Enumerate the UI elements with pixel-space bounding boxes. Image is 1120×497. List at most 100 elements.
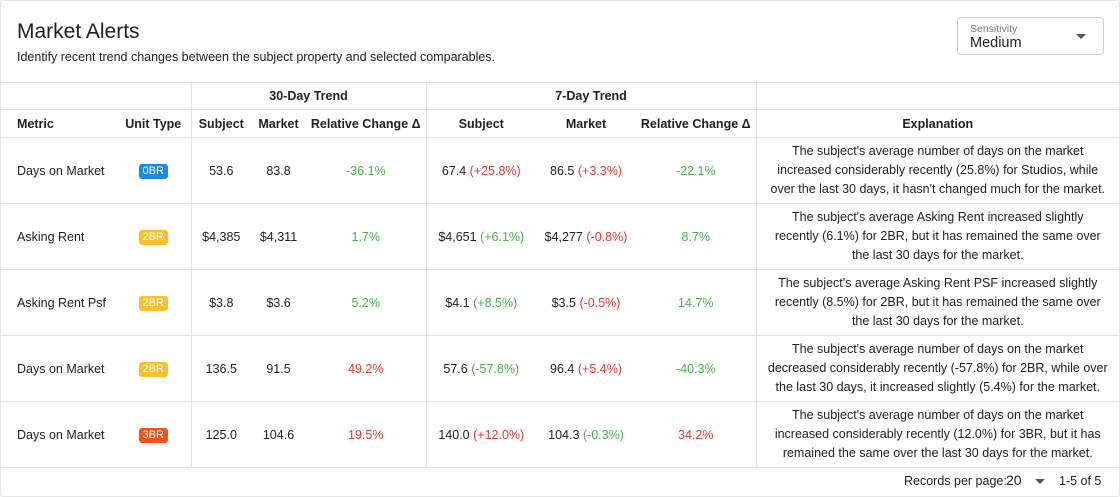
table-row: Days on Market 0BR 53.6 83.8 -36.1% 67.4 (+25…	[1, 137, 1120, 204]
explanation-line: remained the same over the last 30 days …	[782, 446, 1093, 460]
sensitivity-label: Sensitivity	[970, 23, 1018, 35]
subject-7-cell: $4.1 (+8.5%)	[425, 269, 537, 336]
records-per-page-value[interactable]: 20	[1006, 472, 1022, 488]
explanation-cell: The subject's average Asking Rent PSF in…	[755, 269, 1120, 336]
subject-7-cell: 140.0 (+12.0%)	[425, 401, 537, 468]
market-7-value: $4,277	[544, 229, 583, 244]
subject-30-cell: 136.5	[190, 335, 251, 402]
col-header-market-7: Market	[536, 109, 637, 138]
subject-7-value: $4.1	[445, 295, 470, 310]
explanation-line: The subject's average Asking Rent PSF in…	[778, 276, 1098, 290]
explanation-line: increased considerably recently (12.0%) …	[774, 427, 1101, 441]
explanation-cell: The subject's average number of days on …	[755, 137, 1120, 204]
subject-30-cell: 125.0	[190, 401, 251, 468]
metric-cell: Asking Rent	[1, 203, 116, 270]
relative-change-7-cell: 34.2%	[636, 401, 757, 468]
relative-change-30-cell: 49.2%	[306, 335, 427, 402]
subject-7-value: 67.4	[441, 163, 467, 178]
explanation-line: decreased considerably recently (-57.8%)…	[767, 361, 1108, 375]
market-7-value: 104.3	[548, 427, 580, 442]
subject-30-cell: $3.8	[190, 269, 251, 336]
market-30-cell: 83.8	[251, 137, 306, 204]
market-7-cell: 104.3 (-0.3%)	[536, 401, 637, 468]
group-header-row: 30-Day Trend 7-Day Trend	[1, 82, 1120, 110]
col-header-subject-7: Subject	[425, 109, 537, 138]
relative-change-30-cell: 19.5%	[306, 401, 427, 468]
market-alerts-table: 30-Day Trend 7-Day Trend Metric Unit Typ…	[1, 82, 1120, 468]
col-header-relative-change-7: Relative Change Δ	[636, 109, 757, 138]
unit-type-cell: 2BR	[116, 269, 191, 336]
explanation-line: over the last 30 days, it hasn't changed…	[770, 182, 1106, 196]
col-header-unit-type: Unit Type	[116, 109, 191, 138]
sensitivity-value: Medium	[970, 35, 1022, 51]
relative-change-30-cell: 1.7%	[306, 203, 427, 270]
subject-30-cell: 53.6	[190, 137, 251, 204]
relative-change-30-cell: 5.2%	[306, 269, 427, 336]
metric-cell: Days on Market	[1, 335, 116, 402]
col-header-subject-30: Subject	[190, 109, 251, 138]
market-7-change: (-0.3%)	[582, 427, 624, 442]
market-7-change: (+5.4%)	[577, 361, 622, 376]
market-7-cell: $4,277 (-0.8%)	[536, 203, 637, 270]
records-per-page-label: Records per page:	[904, 474, 1007, 488]
pagination-range: 1-5 of 5	[1059, 474, 1102, 488]
group-header-blank	[1, 82, 191, 110]
metric-cell: Days on Market	[1, 401, 116, 468]
chevron-down-icon	[1076, 34, 1086, 39]
market-30-cell: 104.6	[251, 401, 306, 468]
market-30-cell: $4,311	[251, 203, 306, 270]
relative-change-30-cell: -36.1%	[306, 137, 427, 204]
market-7-value: $3.5	[551, 295, 576, 310]
unit-type-badge: 2BR	[138, 361, 168, 377]
explanation-cell: The subject's average Asking Rent increa…	[755, 203, 1120, 270]
subject-7-cell: 67.4 (+25.8%)	[425, 137, 537, 204]
market-7-cell: 96.4 (+5.4%)	[536, 335, 637, 402]
unit-type-cell: 0BR	[116, 137, 191, 204]
unit-type-badge: 2BR	[138, 229, 168, 245]
subject-7-cell: 57.6 (-57.8%)	[425, 335, 537, 402]
unit-type-badge: 0BR	[138, 163, 168, 179]
table-row: Days on Market 3BR 125.0 104.6 19.5% 140.0 (+…	[1, 401, 1120, 468]
group-header-30-day: 30-Day Trend	[190, 82, 427, 110]
subject-7-change: (+6.1%)	[480, 229, 525, 244]
subject-7-value: 140.0	[438, 427, 470, 442]
records-per-page-chevron-icon[interactable]	[1035, 479, 1045, 484]
subject-30-cell: $4,385	[190, 203, 251, 270]
market-7-change: (-0.8%)	[586, 229, 628, 244]
relative-change-7-cell: -22.1%	[636, 137, 757, 204]
group-header-explanation-blank	[755, 82, 1120, 110]
explanation-line: The subject's average number of days on …	[792, 342, 1084, 356]
explanation-line: increased considerably recently (25.8%) …	[777, 163, 1099, 177]
column-header-row: Metric Unit Type Subject Market Relative…	[1, 109, 1120, 138]
market-7-cell: 86.5 (+3.3%)	[536, 137, 637, 204]
subject-7-change: (+8.5%)	[473, 295, 518, 310]
subject-7-value: 57.6	[443, 361, 468, 376]
col-header-relative-change-30: Relative Change Δ	[306, 109, 427, 138]
market-7-change: (+3.3%)	[577, 163, 622, 178]
market-7-value: 86.5	[550, 163, 575, 178]
subject-7-change: (-57.8%)	[471, 361, 520, 376]
relative-change-7-cell: -40.3%	[636, 335, 757, 402]
metric-cell: Asking Rent Psf	[1, 269, 116, 336]
unit-type-cell: 2BR	[116, 335, 191, 402]
market-7-cell: $3.5 (-0.5%)	[536, 269, 637, 336]
market-30-cell: $3.6	[251, 269, 306, 336]
subject-7-cell: $4,651 (+6.1%)	[425, 203, 537, 270]
col-header-explanation: Explanation	[755, 109, 1120, 138]
unit-type-cell: 2BR	[116, 203, 191, 270]
explanation-line: The subject's average number of days on …	[792, 408, 1084, 422]
table-row: Days on Market 2BR 136.5 91.5 49.2% 57.6 (-57…	[1, 335, 1120, 402]
market-7-change: (-0.5%)	[579, 295, 621, 310]
sensitivity-select[interactable]: Sensitivity Medium	[957, 17, 1104, 55]
table-row: Asking Rent Psf 2BR $3.8 $3.6 5.2% $4.1 (+8.5…	[1, 269, 1120, 336]
explanation-line: the last 30 days for the market.	[851, 248, 1024, 262]
explanation-line: recently (6.1%) for 2BR, but it has rema…	[774, 229, 1101, 243]
market-30-cell: 91.5	[251, 335, 306, 402]
col-header-metric: Metric	[1, 109, 116, 138]
explanation-line: recently (8.5%) for 2BR, but it has rema…	[774, 295, 1101, 309]
unit-type-cell: 3BR	[116, 401, 191, 468]
group-header-7-day: 7-Day Trend	[425, 82, 757, 110]
subject-7-change: (+25.8%)	[469, 163, 521, 178]
table-row: Asking Rent 2BR $4,385 $4,311 1.7% $4,651 (+6…	[1, 203, 1120, 270]
